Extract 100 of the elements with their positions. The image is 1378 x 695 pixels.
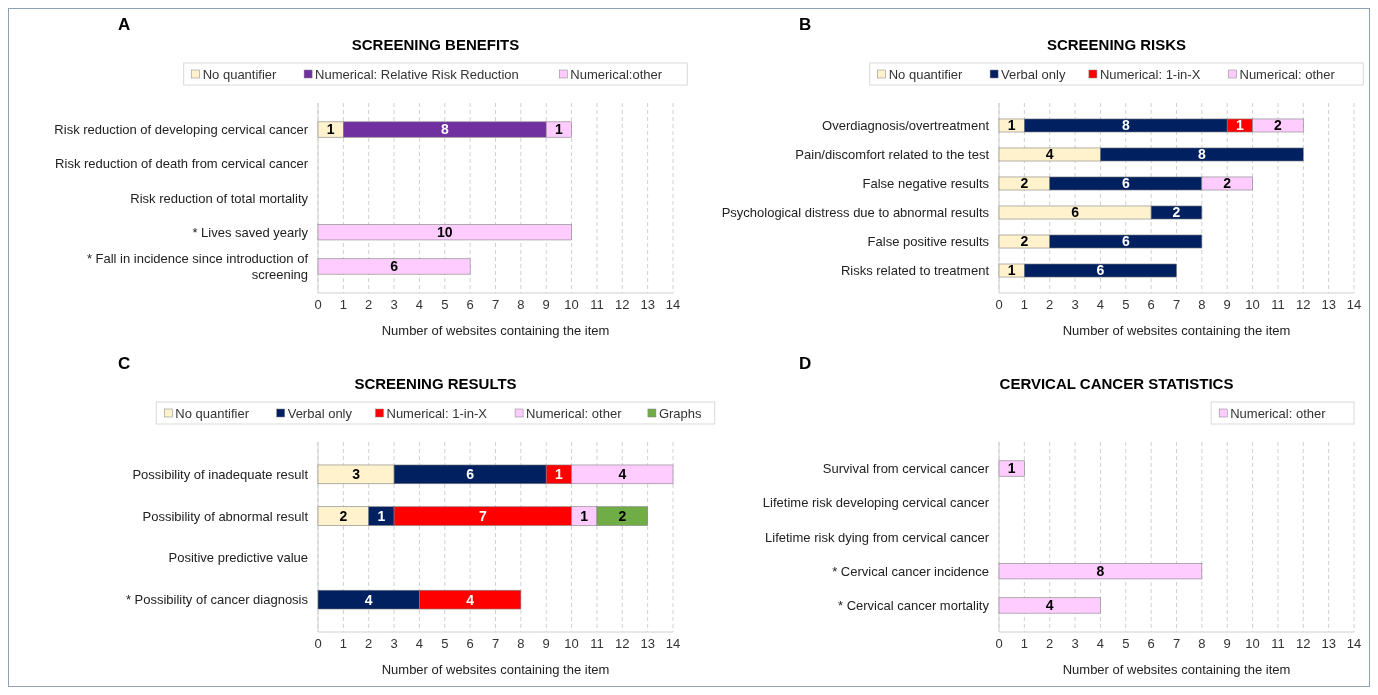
x-axis-title: Number of websites containing the item [1062,662,1291,677]
legend-label: No quantifier [175,405,250,421]
x-tick-label: 11 [590,297,604,312]
x-tick-label: 14 [1346,297,1362,312]
y-tick-label: Risk reduction of developing cervical cancer [54,122,309,138]
x-tick-label: 10 [564,297,579,312]
x-tick-label: 9 [1223,297,1231,312]
x-tick-label: 5 [1122,636,1130,651]
y-tick-label: * Lives saved yearly [192,224,309,240]
chart-title: SCREENING BENEFITS [351,36,520,53]
legend-label: Numerical:other [570,66,663,82]
x-tick-label: 9 [542,636,550,651]
x-tick-label: 11 [1271,297,1285,312]
y-tick-label: Possibility of abnormal result [142,508,309,524]
x-tick-label: 13 [640,636,655,651]
text: C [118,354,131,373]
data-label: 8 [1197,146,1206,163]
data-label: 2 [618,508,627,525]
x-tick-label: 10 [564,636,579,651]
data-label: 6 [1096,262,1105,279]
x-tick-label: 1 [1020,297,1028,312]
data-label: 1 [1007,117,1016,134]
y-tick-label: * Possibility of cancer diagnosis [125,592,309,608]
x-tick-label: 9 [542,297,550,312]
x-tick-label: 8 [1198,297,1206,312]
x-tick-label: 2 [1046,297,1054,312]
x-tick-label: 12 [1296,636,1311,651]
data-label: 4 [364,591,373,608]
x-tick-label: 13 [1321,297,1336,312]
x-tick-label: 14 [665,297,681,312]
x-tick-label: 4 [415,297,424,312]
x-tick-label: 12 [615,636,630,651]
y-tick-label: * Cervical cancer mortality [838,598,990,614]
y-tick-label: Risk reduction of death from cervical cancer [55,156,309,172]
data-label: 7 [478,508,487,525]
legend-label: Numerical: 1-in-X [386,405,488,421]
x-tick-label: 3 [390,297,398,312]
legend-label: Graphs [658,405,703,421]
x-tick-label: 7 [491,297,500,312]
data-label: 1 [580,508,589,525]
x-tick-label: 5 [441,636,449,651]
data-label: 1 [326,121,335,138]
legend-label: Verbal only [1001,66,1066,82]
data-label: 1 [1007,262,1016,279]
y-tick-label: Lifetime risk developing cervical cancer [762,495,990,511]
data-label: 2 [1172,204,1181,221]
text: D [799,354,812,373]
x-tick-label: 4 [415,636,424,651]
x-tick-label: 7 [1172,636,1181,651]
x-tick-label: 13 [1321,636,1336,651]
y-tick-label: Pain/discomfort related to the test [795,147,990,163]
data-label: 2 [339,508,348,525]
x-tick-label: 0 [995,636,1003,651]
data-label: 6 [1071,204,1080,221]
x-tick-label: 6 [1147,636,1155,651]
data-label: 8 [1121,117,1130,134]
x-tick-label: 6 [466,297,474,312]
data-label: 1 [554,466,563,483]
y-tick-label: Overdiagnosis/overtreatment [822,118,990,134]
y-tick-label: Risks related to treatment [840,263,990,279]
data-label: 6 [466,466,475,483]
x-tick-label: 7 [1172,297,1181,312]
data-label: 2 [1274,117,1283,134]
data-label: 4 [1045,597,1054,614]
data-label: 4 [466,591,475,608]
x-axis-title: Number of websites containing the item [381,323,610,338]
x-tick-label: 6 [1147,297,1155,312]
data-label: 8 [440,121,449,138]
chart-title: SCREENING RESULTS [354,375,517,392]
data-label: 4 [1045,146,1054,163]
x-tick-label: 7 [491,636,500,651]
data-label: 10 [437,224,453,241]
x-tick-label: 1 [339,636,347,651]
x-tick-label: 10 [1245,297,1260,312]
data-label: 2 [1223,175,1232,192]
x-tick-label: 12 [615,297,630,312]
x-axis-title: Number of websites containing the item [381,662,610,677]
legend-label: Numerical: other [1239,66,1336,82]
data-label: 1 [1235,117,1244,134]
bar [998,563,1203,580]
x-tick-label: 5 [1122,297,1130,312]
x-tick-label: 5 [441,297,449,312]
x-tick-label: 2 [365,636,373,651]
y-tick-label: * Cervical cancer incidence [832,563,989,579]
x-tick-label: 10 [1245,636,1260,651]
chart-title: CERVICAL CANCER STATISTICS [999,375,1234,392]
data-label: 8 [1096,563,1105,580]
y-tick-label: False positive results [867,234,990,250]
data-label: 2 [1020,175,1029,192]
bar [317,224,572,241]
y-tick-label: Lifetime risk dying from cervical cancer [765,529,990,545]
x-tick-label: 8 [517,297,525,312]
x-tick-label: 6 [466,636,474,651]
y-tick-label: False negative results [862,176,990,192]
data-label: 1 [377,508,386,525]
bar [998,460,1025,477]
text: A [118,15,131,34]
x-tick-label: 13 [640,297,655,312]
y-tick-label: Risk reduction of total mortality [130,190,309,206]
data-label: 1 [1007,460,1016,477]
